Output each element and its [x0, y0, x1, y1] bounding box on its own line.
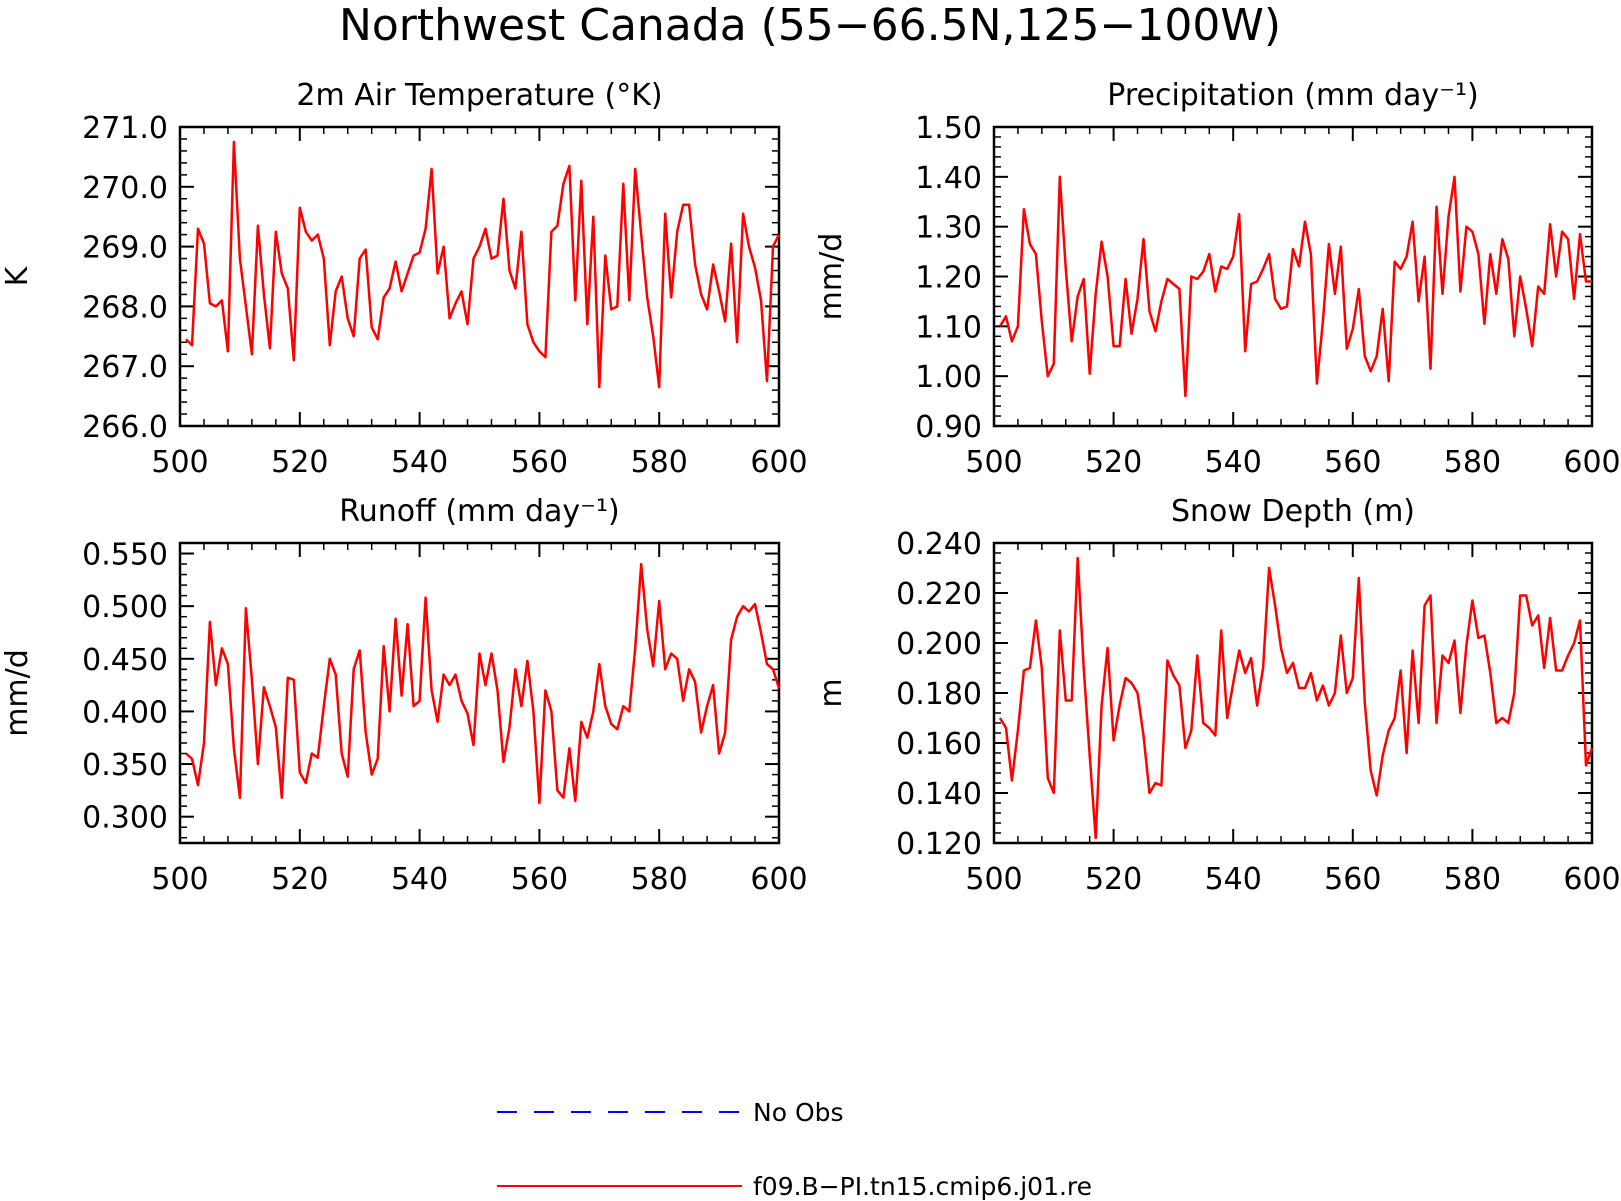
y-tick-label: 0.140 — [896, 777, 982, 812]
y-tick-label: 0.350 — [82, 748, 168, 783]
series-line-snow-depth — [998, 556, 1594, 840]
x-tick-label: 600 — [750, 862, 807, 897]
x-tick-label: 500 — [965, 445, 1022, 480]
y-tick-label: 1.50 — [915, 111, 982, 146]
x-tick-label: 580 — [631, 445, 688, 480]
figure-title: Northwest Canada (55−66.5N,125−100W) — [339, 0, 1281, 51]
y-tick-label: 1.40 — [915, 161, 982, 196]
x-tick-label: 560 — [511, 445, 568, 480]
y-tick-label: 0.550 — [82, 538, 168, 573]
y-tick-label: 1.10 — [915, 310, 982, 345]
x-tick-label: 600 — [1563, 445, 1620, 480]
x-tick-label: 540 — [1205, 862, 1262, 897]
series-line-runoff — [185, 562, 781, 805]
y-axis-label: mm/d — [0, 649, 35, 737]
x-tick-label: 580 — [1444, 445, 1501, 480]
legend-no-obs-label: No Obs — [753, 1098, 844, 1127]
y-tick-label: 0.450 — [82, 643, 168, 678]
plot-frame — [992, 125, 1594, 428]
x-tick-label: 540 — [1205, 445, 1262, 480]
y-tick-label: 269.0 — [82, 231, 168, 266]
y-tick-label: 1.20 — [915, 261, 982, 296]
legend: No Obs f09.B−PI.tn15.cmip6.j01.re — [497, 1098, 1092, 1201]
x-tick-label: 500 — [151, 445, 208, 480]
x-tick-label: 520 — [271, 862, 328, 897]
y-tick-label: 0.220 — [896, 577, 982, 612]
y-tick-label: 0.400 — [82, 695, 168, 730]
chart-precipitation: Precipitation (mm day⁻¹) mm/d 500 520 540 560… — [814, 78, 1621, 480]
y-tick-label: 0.200 — [896, 627, 982, 662]
x-tick-label: 520 — [271, 445, 328, 480]
plot-frame — [992, 541, 1594, 845]
plot-frame — [178, 125, 781, 428]
chart-snow-depth: Snow Depth (m) m 500 520 540 560 580 600 0.120 0.… — [814, 494, 1621, 897]
chart-title: 2m Air Temperature (°K) — [296, 78, 662, 113]
y-tick-label: 0.160 — [896, 727, 982, 762]
y-tick-label: 270.0 — [82, 171, 168, 206]
y-tick-label: 0.90 — [915, 410, 982, 445]
legend-model-label: f09.B−PI.tn15.cmip6.j01.re — [753, 1172, 1092, 1201]
y-axis-label: mm/d — [814, 233, 849, 321]
y-tick-label: 271.0 — [82, 111, 168, 146]
x-tick-label: 560 — [1324, 862, 1381, 897]
series-line-precipitation — [998, 175, 1592, 398]
plot-frame — [178, 541, 781, 845]
chart-temperature: 2m Air Temperature (°K) K 500 520 540 560 580 6… — [0, 78, 808, 480]
x-tick-label: 520 — [1085, 862, 1142, 897]
x-tick-label: 500 — [151, 862, 208, 897]
y-axis-label: K — [0, 265, 35, 286]
y-tick-label: 1.00 — [915, 360, 982, 395]
chart-title: Runoff (mm day⁻¹) — [339, 494, 620, 529]
y-tick-label: 0.240 — [896, 527, 982, 562]
x-tick-label: 540 — [391, 445, 448, 480]
y-tick-label: 0.120 — [896, 827, 982, 862]
chart-title: Precipitation (mm day⁻¹) — [1107, 78, 1478, 113]
y-axis-label: m — [814, 678, 849, 707]
x-tick-label: 600 — [1563, 862, 1620, 897]
x-tick-label: 560 — [511, 862, 568, 897]
chart-runoff: Runoff (mm day⁻¹) mm/d 500 520 540 560 580 600 0… — [0, 494, 808, 897]
y-tick-label: 0.300 — [82, 801, 168, 836]
x-tick-label: 540 — [391, 862, 448, 897]
x-tick-label: 600 — [750, 445, 807, 480]
y-tick-label: 268.0 — [82, 290, 168, 325]
chart-title: Snow Depth (m) — [1171, 494, 1415, 529]
y-tick-label: 1.30 — [915, 211, 982, 246]
x-tick-label: 580 — [1444, 862, 1501, 897]
y-tick-label: 266.0 — [82, 410, 168, 445]
series-line-temperature — [185, 140, 781, 389]
x-tick-label: 560 — [1324, 445, 1381, 480]
x-tick-label: 500 — [965, 862, 1022, 897]
y-tick-label: 0.500 — [82, 590, 168, 625]
x-tick-label: 520 — [1085, 445, 1142, 480]
y-tick-label: 267.0 — [82, 350, 168, 385]
y-tick-label: 0.180 — [896, 677, 982, 712]
x-tick-label: 580 — [631, 862, 688, 897]
